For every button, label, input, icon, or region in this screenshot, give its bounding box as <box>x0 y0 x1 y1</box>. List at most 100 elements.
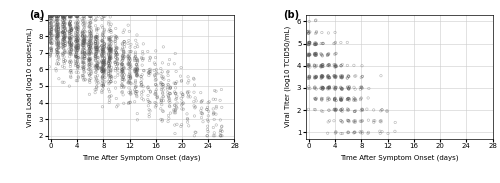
Point <box>145 88 153 91</box>
Point <box>158 91 166 94</box>
Point <box>81 53 89 56</box>
Point <box>54 36 62 38</box>
Point <box>73 39 81 42</box>
Point <box>384 132 392 135</box>
Point <box>104 59 112 62</box>
Point <box>66 38 74 41</box>
Point <box>332 65 340 68</box>
Point <box>311 54 319 57</box>
Point <box>124 55 132 58</box>
Point <box>100 64 108 67</box>
Point <box>325 109 333 112</box>
Point <box>177 125 185 128</box>
Point <box>312 75 320 78</box>
Point <box>74 56 82 59</box>
Point <box>58 31 66 33</box>
Point <box>74 44 82 47</box>
Point <box>48 15 56 18</box>
Point <box>132 71 140 74</box>
Point <box>318 97 326 100</box>
Point <box>145 71 153 74</box>
Point <box>134 118 141 121</box>
Point <box>52 62 60 65</box>
Point <box>65 51 73 54</box>
Point <box>48 15 56 18</box>
Point <box>72 50 80 53</box>
Point <box>92 42 100 45</box>
Point <box>54 25 62 28</box>
Point <box>306 53 314 56</box>
Point <box>311 85 319 88</box>
Point <box>351 88 359 91</box>
Point <box>98 26 106 29</box>
Point <box>157 98 165 100</box>
Point <box>378 109 386 111</box>
Point <box>54 59 62 62</box>
Point <box>99 69 107 72</box>
Point <box>312 53 320 56</box>
Point <box>54 55 62 58</box>
Point <box>100 45 108 48</box>
Point <box>304 63 312 66</box>
Point <box>66 23 74 26</box>
Point <box>312 42 320 44</box>
Point <box>319 87 327 90</box>
Point <box>336 109 344 111</box>
Point <box>170 111 178 114</box>
Point <box>112 54 120 57</box>
Point <box>46 15 54 18</box>
Point <box>80 17 88 20</box>
Point <box>100 48 108 51</box>
Point <box>86 79 94 82</box>
Point <box>74 37 82 40</box>
Point <box>177 92 185 94</box>
Point <box>118 63 126 66</box>
Point <box>126 75 134 78</box>
Point <box>330 108 338 111</box>
Point <box>48 34 56 37</box>
Point <box>48 32 56 35</box>
Point <box>218 130 226 133</box>
Point <box>80 44 88 47</box>
Point <box>87 46 95 49</box>
Point <box>171 104 179 107</box>
Point <box>78 51 86 54</box>
Point <box>72 45 80 48</box>
Point <box>106 39 114 42</box>
Point <box>209 107 217 110</box>
Point <box>58 46 66 49</box>
Point <box>312 54 320 57</box>
Point <box>92 37 100 40</box>
Point <box>114 57 122 60</box>
Point <box>217 134 225 137</box>
Point <box>172 86 179 89</box>
Point <box>325 109 333 111</box>
Point <box>132 68 140 71</box>
Point <box>126 76 134 79</box>
Point <box>304 53 312 56</box>
Point <box>100 43 108 46</box>
Point <box>61 36 69 39</box>
Point <box>94 27 102 30</box>
Point <box>104 47 112 50</box>
Point <box>55 42 63 45</box>
Point <box>98 59 106 62</box>
Point <box>72 35 80 38</box>
Point <box>74 37 82 40</box>
Point <box>197 100 205 103</box>
Point <box>203 134 211 137</box>
Point <box>173 80 181 83</box>
Point <box>111 40 119 43</box>
Point <box>346 86 354 89</box>
Point <box>61 51 69 53</box>
Point <box>79 47 87 50</box>
Point <box>332 64 340 67</box>
Point <box>72 47 80 50</box>
Point <box>204 101 212 104</box>
Point <box>324 86 332 89</box>
Point <box>118 63 126 66</box>
Point <box>306 53 314 56</box>
Point <box>337 86 345 89</box>
Point <box>100 48 108 51</box>
Point <box>312 76 320 79</box>
